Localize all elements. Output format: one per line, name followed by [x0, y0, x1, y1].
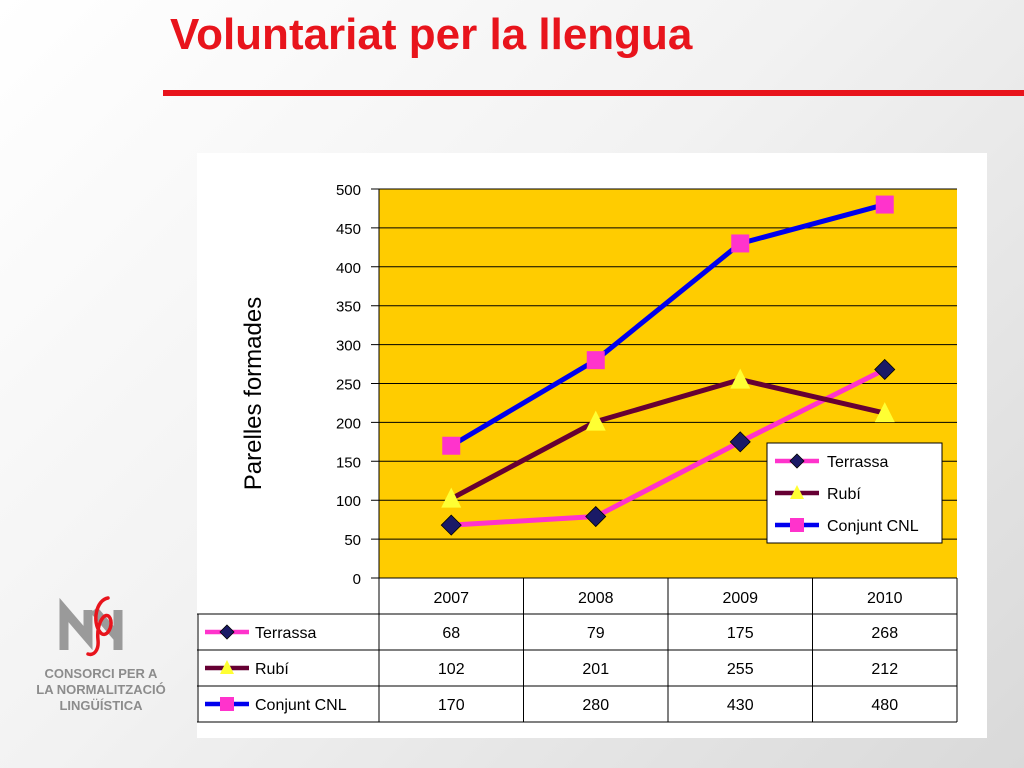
slide-title: Voluntariat per la llengua — [170, 10, 693, 59]
legend-label: Conjunt CNL — [827, 518, 919, 535]
data-point — [730, 368, 751, 389]
series-line — [450, 377, 886, 501]
data-point — [441, 487, 462, 508]
y-tick-label: 500 — [336, 182, 361, 199]
cnl-logo-mark — [59, 596, 123, 657]
data-label: 480 — [871, 697, 898, 714]
data-point — [586, 351, 605, 370]
table-swatch-marker — [220, 660, 234, 674]
series-line — [451, 367, 886, 528]
data-label: 430 — [727, 697, 754, 714]
data-point — [585, 410, 606, 431]
table-row-label: Terrassa — [255, 625, 316, 642]
y-tick-label: 100 — [336, 493, 361, 510]
y-tick-label: 200 — [336, 415, 361, 432]
data-label: 212 — [871, 661, 898, 678]
x-tick-label: 2008 — [578, 590, 614, 607]
logo-line-1: CONSORCI PER A — [44, 666, 158, 681]
data-label: 79 — [587, 625, 605, 642]
y-tick-label: 300 — [336, 338, 361, 355]
data-label: 280 — [582, 697, 609, 714]
logo-line-3: LINGÜÍSTICA — [59, 698, 143, 713]
y-tick-label: 0 — [353, 571, 361, 588]
table-row-label: Rubí — [255, 661, 289, 678]
data-point — [874, 402, 895, 423]
title-rule — [163, 90, 1024, 96]
line-chart: 0 50 100 150 200 250 300 350 400 450 500 Parelles f… — [197, 182, 958, 723]
x-tick-label: 2009 — [722, 590, 758, 607]
y-tick-label: 450 — [336, 221, 361, 238]
legend-swatch-marker — [790, 518, 804, 532]
y-tick-label: 50 — [344, 532, 361, 549]
chart-panel: 0 50 100 150 200 250 300 350 400 450 500 Parelles f… — [197, 153, 987, 738]
table-swatch-marker — [220, 697, 234, 711]
data-point — [874, 358, 896, 381]
legend-label: Rubí — [827, 486, 861, 503]
y-tick-label: 350 — [336, 299, 361, 316]
table-swatch-marker — [219, 624, 235, 640]
data-point — [729, 431, 751, 453]
y-tick-label: 150 — [336, 454, 361, 471]
data-point — [440, 514, 462, 536]
data-point — [442, 436, 461, 455]
data-label: 170 — [438, 697, 465, 714]
series-line — [449, 202, 886, 448]
legend-label: Terrassa — [827, 454, 888, 471]
data-label: 102 — [438, 661, 465, 678]
legend-swatch-marker — [790, 485, 804, 499]
table-row-label: Conjunt CNL — [255, 697, 347, 714]
x-tick-label: 2010 — [867, 590, 903, 607]
data-label: 175 — [727, 625, 754, 642]
data-label: 68 — [442, 625, 460, 642]
y-tick-label: 250 — [336, 377, 361, 394]
data-point — [875, 195, 894, 214]
data-label: 268 — [871, 625, 898, 642]
data-label: 201 — [582, 661, 609, 678]
cnl-logo: CONSORCI PER A LA NORMALITZACIÓ LINGÜÍST… — [36, 592, 166, 732]
logo-line-2: LA NORMALITZACIÓ — [36, 682, 166, 697]
data-point — [585, 505, 607, 528]
data-point — [731, 234, 750, 253]
x-tick-label: 2007 — [433, 590, 469, 607]
y-tick-label: 400 — [336, 260, 361, 277]
legend-swatch-marker — [789, 453, 805, 469]
data-label: 255 — [727, 661, 754, 678]
y-axis-label: Parelles formades — [240, 297, 267, 490]
